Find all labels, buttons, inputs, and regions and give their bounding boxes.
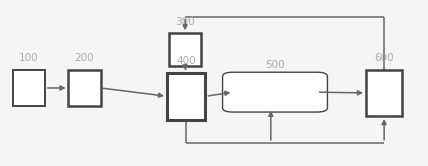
Text: 300: 300 bbox=[175, 17, 195, 27]
FancyBboxPatch shape bbox=[223, 72, 327, 112]
Text: 400: 400 bbox=[176, 56, 196, 66]
Text: 600: 600 bbox=[374, 53, 394, 63]
Text: 200: 200 bbox=[75, 53, 94, 63]
Text: 500: 500 bbox=[265, 60, 285, 70]
FancyBboxPatch shape bbox=[169, 33, 201, 66]
FancyBboxPatch shape bbox=[167, 73, 205, 120]
FancyBboxPatch shape bbox=[68, 70, 101, 106]
Text: 100: 100 bbox=[19, 53, 39, 63]
FancyBboxPatch shape bbox=[366, 70, 402, 116]
FancyBboxPatch shape bbox=[13, 70, 45, 106]
